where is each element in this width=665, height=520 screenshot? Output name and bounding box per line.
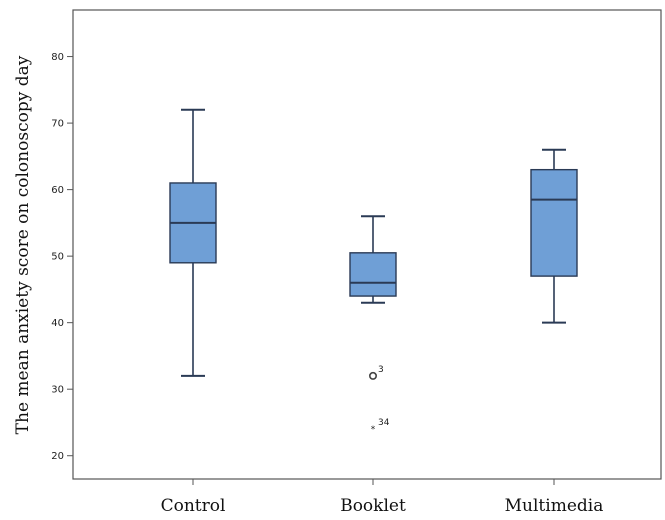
x-axis: Control Booklet Multimedia xyxy=(161,479,604,516)
outlier-label-booklet-34: 34 xyxy=(378,418,390,428)
box-multimedia xyxy=(530,148,578,324)
extreme-marker-booklet-34: * xyxy=(371,425,376,435)
x-tick-label-booklet: Booklet xyxy=(340,496,406,516)
x-tick-label-control: Control xyxy=(161,496,226,516)
y-tick-label-30: 30 xyxy=(51,385,64,396)
iqr-box-multimedia xyxy=(530,168,578,277)
box-booklet: 3 *34 xyxy=(349,215,397,435)
box-control xyxy=(169,108,217,377)
outlier-point-booklet-3 xyxy=(368,371,377,380)
y-tick-label-40: 40 xyxy=(51,318,64,329)
y-tick-label-60: 60 xyxy=(51,185,64,196)
boxes: 3 *34 xyxy=(169,108,578,435)
y-tick-label-50: 50 xyxy=(51,252,64,263)
y-tick-label-80: 80 xyxy=(51,52,64,63)
y-tick-label-70: 70 xyxy=(51,119,64,130)
x-tick-label-multimedia: Multimedia xyxy=(505,496,604,516)
y-tick-label-20: 20 xyxy=(51,451,64,462)
iqr-box-booklet xyxy=(349,252,397,297)
outlier-label-booklet-3: 3 xyxy=(378,365,384,375)
y-axis-label: The mean anxiety score on colonoscopy da… xyxy=(13,55,33,434)
y-axis: 20 30 40 50 60 70 80 xyxy=(51,52,73,462)
